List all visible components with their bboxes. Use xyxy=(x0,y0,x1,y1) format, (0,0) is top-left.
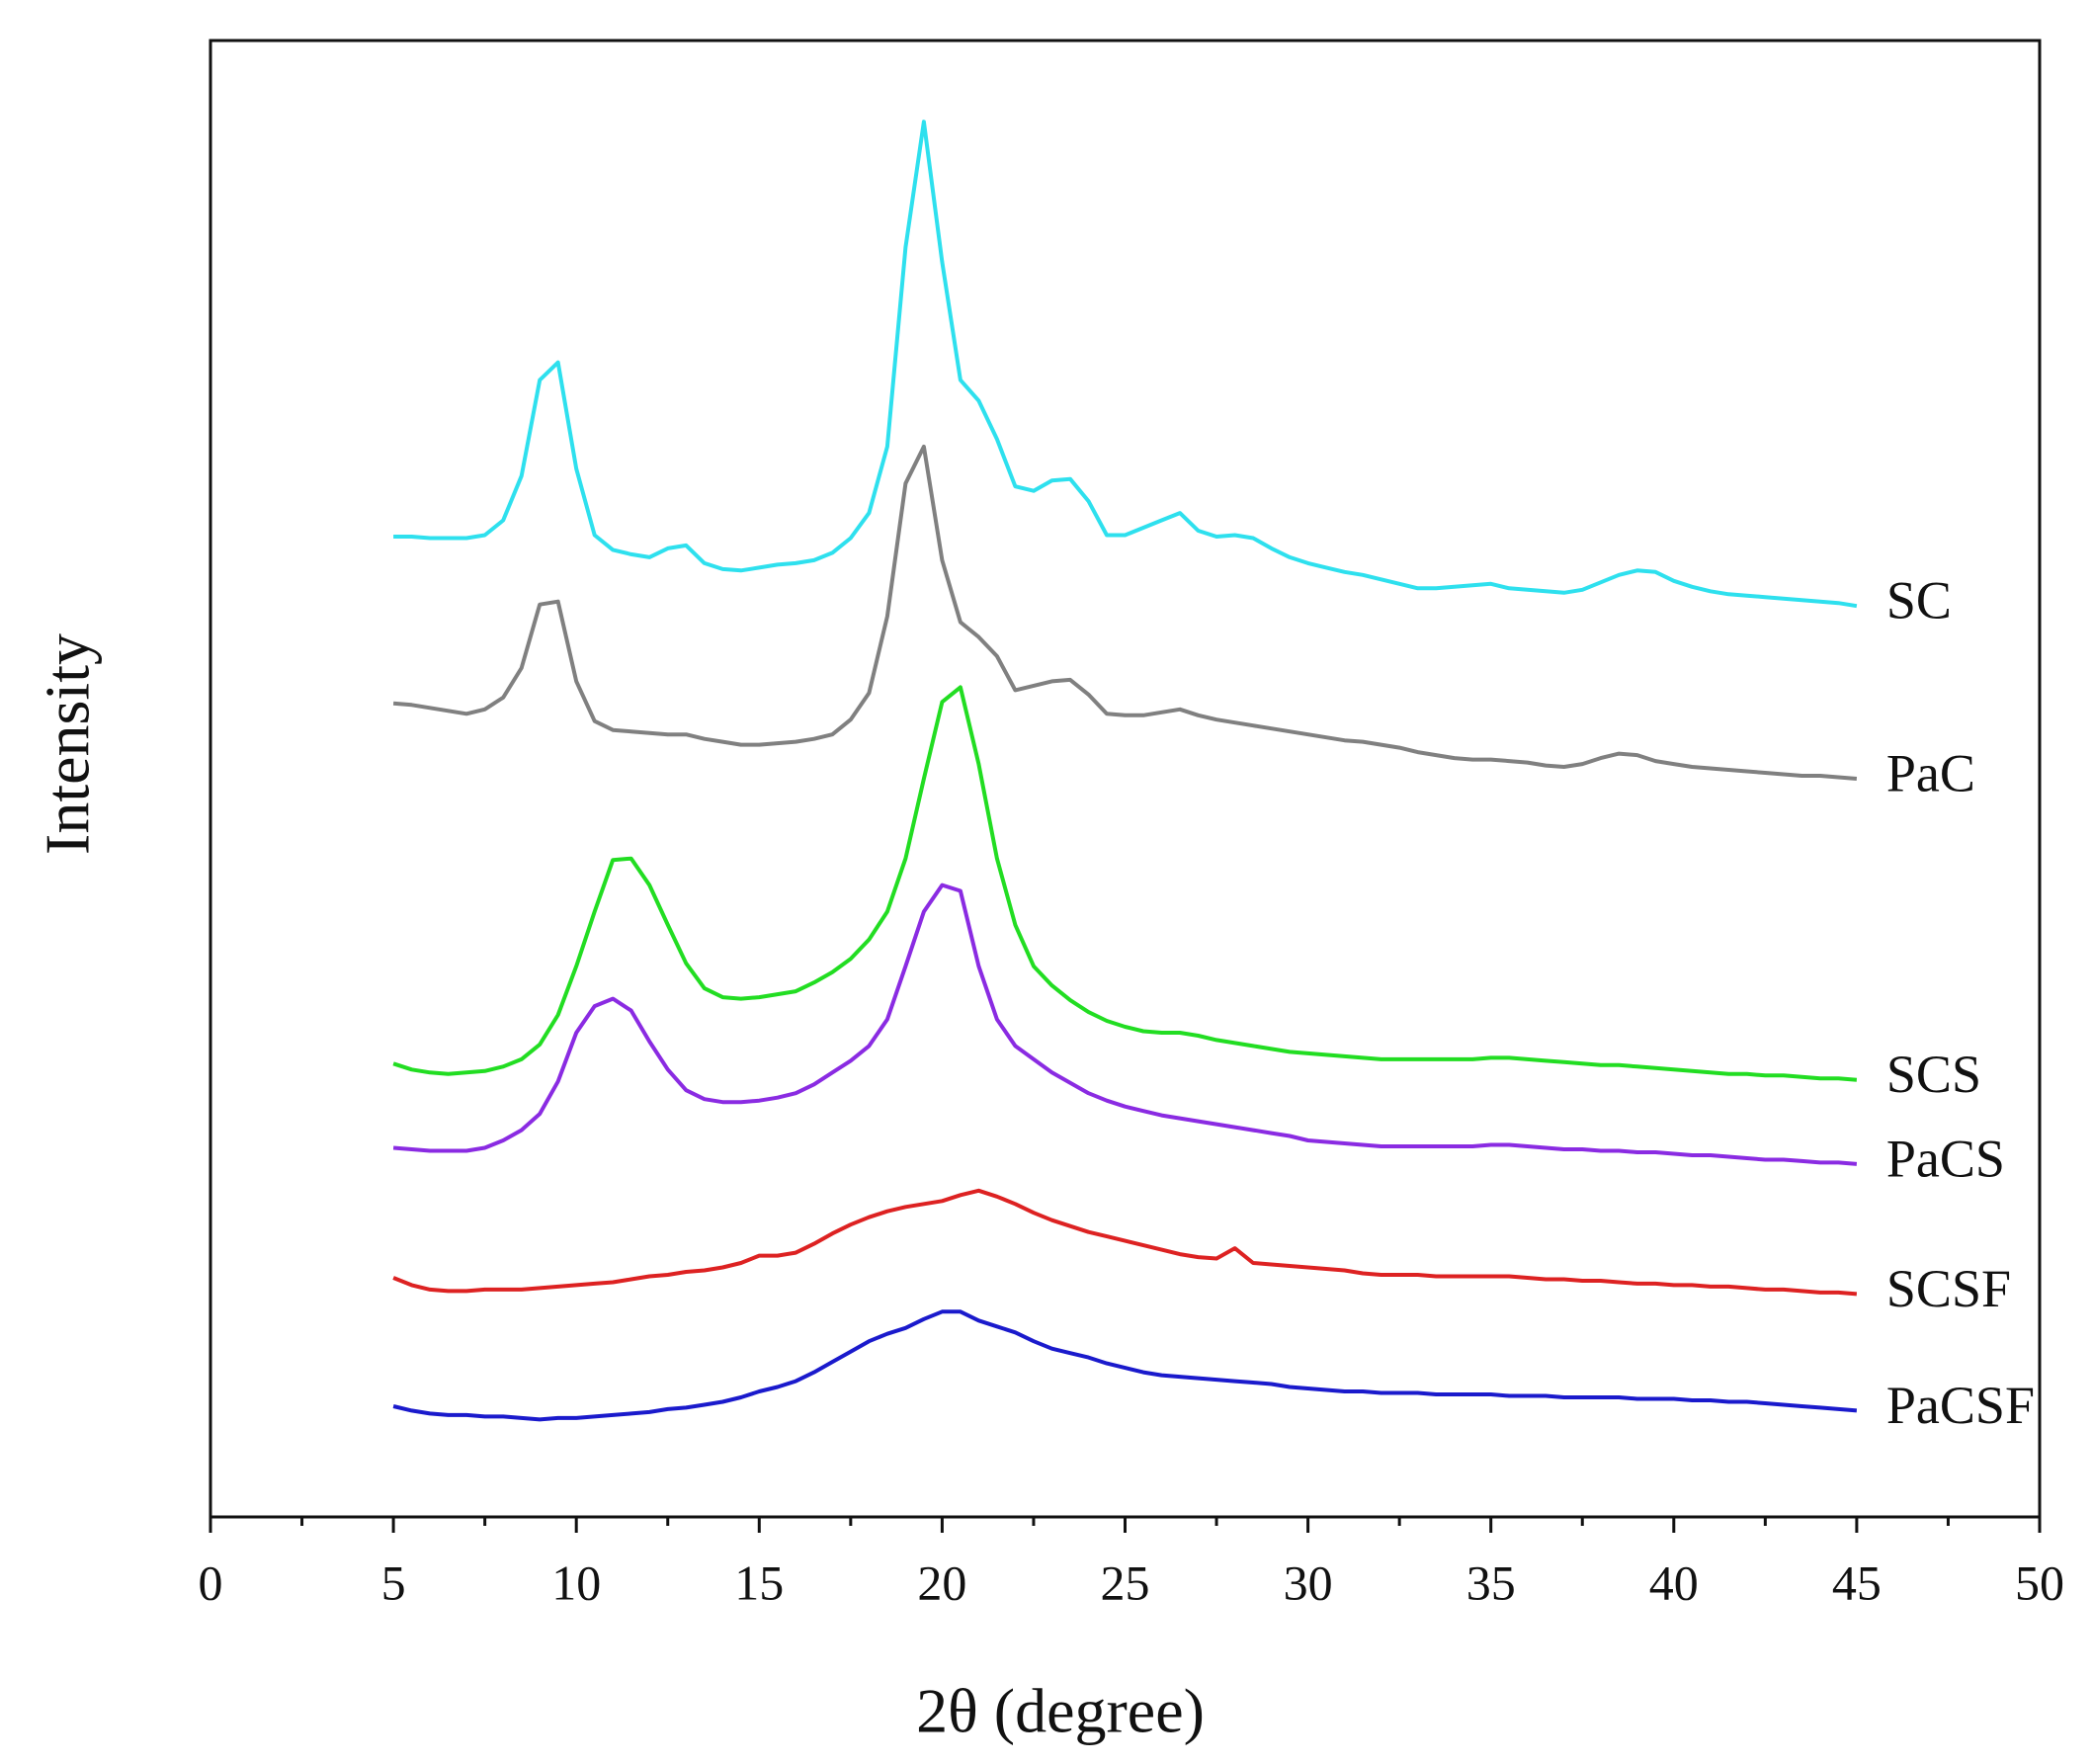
x-tick-label: 30 xyxy=(1284,1554,1333,1610)
x-tick-label: 0 xyxy=(199,1554,223,1610)
x-tick-label: 35 xyxy=(1466,1554,1516,1610)
plot-frame xyxy=(209,39,2042,1519)
x-tick-label: 10 xyxy=(551,1554,601,1610)
series-line xyxy=(392,1309,1858,1422)
series-line xyxy=(393,120,1858,609)
x-tick-label: 5 xyxy=(381,1554,406,1610)
series-line xyxy=(392,685,1858,1082)
series-label: PaC xyxy=(1886,743,1975,802)
series-label: PaCS xyxy=(1886,1129,2005,1188)
series-line xyxy=(392,882,1858,1166)
x-axis-title: 2θ (degree) xyxy=(916,1676,1205,1746)
series-line xyxy=(392,1188,1858,1297)
series-label: PaCSF xyxy=(1886,1376,2035,1435)
y-axis-title: Intensity xyxy=(33,633,103,855)
series-label: SC xyxy=(1886,571,1952,630)
x-tick-label: 25 xyxy=(1101,1554,1150,1610)
series-label: SCSF xyxy=(1886,1259,2011,1318)
series-label: SCS xyxy=(1886,1045,1981,1104)
series-line xyxy=(392,444,1858,781)
x-tick-label: 15 xyxy=(734,1554,784,1610)
x-tick-label: 40 xyxy=(1649,1554,1699,1610)
x-tick-label: 50 xyxy=(2015,1554,2064,1610)
x-tick-label: 45 xyxy=(1832,1554,1882,1610)
x-tick-label: 20 xyxy=(917,1554,966,1610)
